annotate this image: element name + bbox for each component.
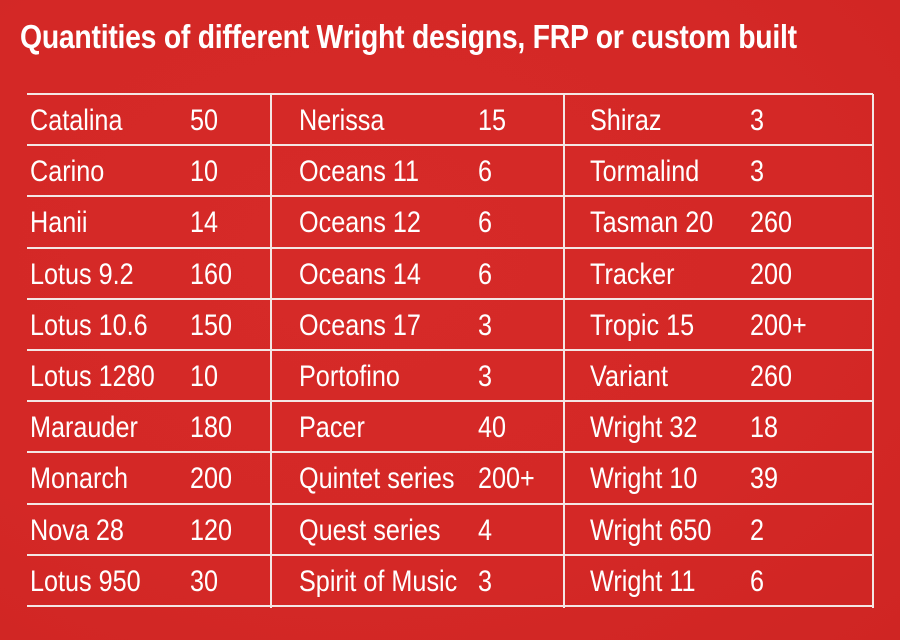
design-name: Tasman 20 bbox=[590, 206, 714, 240]
design-quantity: 180 bbox=[190, 411, 233, 445]
design-quantity: 4 bbox=[478, 513, 493, 547]
design-name: Lotus 1280 bbox=[30, 360, 155, 393]
design-name: Wright 32 bbox=[590, 411, 698, 445]
row-divider bbox=[27, 246, 873, 249]
design-quantity: 2 bbox=[750, 513, 765, 547]
design-name: Hanii bbox=[30, 206, 88, 240]
design-name: Oceans 14 bbox=[299, 257, 421, 291]
page-title: Quantities of different Wright designs, … bbox=[20, 18, 797, 55]
design-quantity: 40 bbox=[478, 411, 507, 445]
design-quantity: 6 bbox=[478, 206, 493, 240]
design-quantity: 3 bbox=[478, 564, 493, 598]
design-quantity: 50 bbox=[190, 104, 219, 137]
design-name: Nerissa bbox=[299, 104, 385, 137]
row-divider bbox=[27, 349, 873, 351]
design-name: Spirit of Music bbox=[299, 564, 458, 598]
design-name: Lotus 10.6 bbox=[30, 308, 148, 342]
design-name: Oceans 17 bbox=[299, 308, 421, 342]
row-divider bbox=[27, 400, 873, 403]
row-divider bbox=[27, 195, 873, 198]
design-quantity: 3 bbox=[750, 155, 765, 189]
design-name: Catalina bbox=[30, 104, 123, 137]
design-name: Portofino bbox=[299, 360, 400, 393]
design-quantity: 3 bbox=[478, 308, 493, 342]
design-name: Variant bbox=[590, 360, 668, 393]
row-divider bbox=[27, 605, 873, 607]
design-name: Tormalind bbox=[590, 155, 700, 189]
design-quantity: 6 bbox=[750, 564, 765, 598]
row-divider bbox=[27, 451, 873, 454]
design-name: Shiraz bbox=[590, 104, 662, 137]
design-quantity: 39 bbox=[750, 462, 779, 496]
design-name: Lotus 950 bbox=[30, 564, 141, 598]
design-quantity: 3 bbox=[478, 360, 493, 393]
row-divider bbox=[27, 144, 873, 147]
design-quantity: 6 bbox=[478, 257, 493, 291]
design-quantity: 120 bbox=[190, 513, 233, 547]
design-quantity: 15 bbox=[478, 104, 507, 137]
quantities-table: Catalina 50 Carino 10 Hanii 14 Lotus 9.2 160 Lot… bbox=[27, 93, 874, 608]
design-quantity: 160 bbox=[190, 257, 233, 291]
design-quantity: 30 bbox=[190, 564, 219, 598]
row-divider bbox=[27, 553, 873, 556]
design-name: Quintet series bbox=[299, 462, 455, 496]
design-name: Oceans 12 bbox=[299, 206, 421, 240]
design-name: Wright 10 bbox=[590, 462, 698, 496]
design-quantity: 10 bbox=[190, 155, 219, 189]
design-quantity: 6 bbox=[478, 155, 493, 189]
column-divider bbox=[563, 94, 565, 608]
design-name: Nova 28 bbox=[30, 513, 124, 547]
design-name: Quest series bbox=[299, 513, 441, 547]
column-divider bbox=[872, 94, 874, 608]
design-name: Pacer bbox=[299, 411, 365, 445]
design-name: Monarch bbox=[30, 462, 129, 496]
design-name: Wright 11 bbox=[590, 564, 696, 598]
design-quantity: 200 bbox=[190, 462, 233, 496]
design-quantity: 200+ bbox=[478, 462, 535, 496]
design-name: Marauder bbox=[30, 411, 138, 445]
design-quantity: 200 bbox=[750, 257, 793, 291]
design-quantity: 18 bbox=[750, 411, 779, 445]
design-quantity: 10 bbox=[190, 360, 219, 393]
design-name: Lotus 9.2 bbox=[30, 257, 134, 291]
column-divider bbox=[270, 94, 272, 608]
design-quantity: 150 bbox=[190, 308, 233, 342]
row-divider bbox=[27, 502, 873, 505]
design-quantity: 14 bbox=[190, 206, 219, 240]
design-name: Carino bbox=[30, 155, 105, 189]
design-quantity: 260 bbox=[750, 206, 793, 240]
design-name: Oceans 11 bbox=[299, 155, 420, 189]
design-quantity: 200+ bbox=[750, 308, 807, 342]
design-quantity: 3 bbox=[750, 104, 765, 137]
design-quantity: 260 bbox=[750, 360, 793, 393]
design-name: Wright 650 bbox=[590, 513, 712, 547]
row-divider bbox=[27, 297, 873, 300]
design-name: Tracker bbox=[590, 257, 675, 291]
design-name: Tropic 15 bbox=[590, 308, 695, 342]
row-divider bbox=[27, 93, 873, 95]
